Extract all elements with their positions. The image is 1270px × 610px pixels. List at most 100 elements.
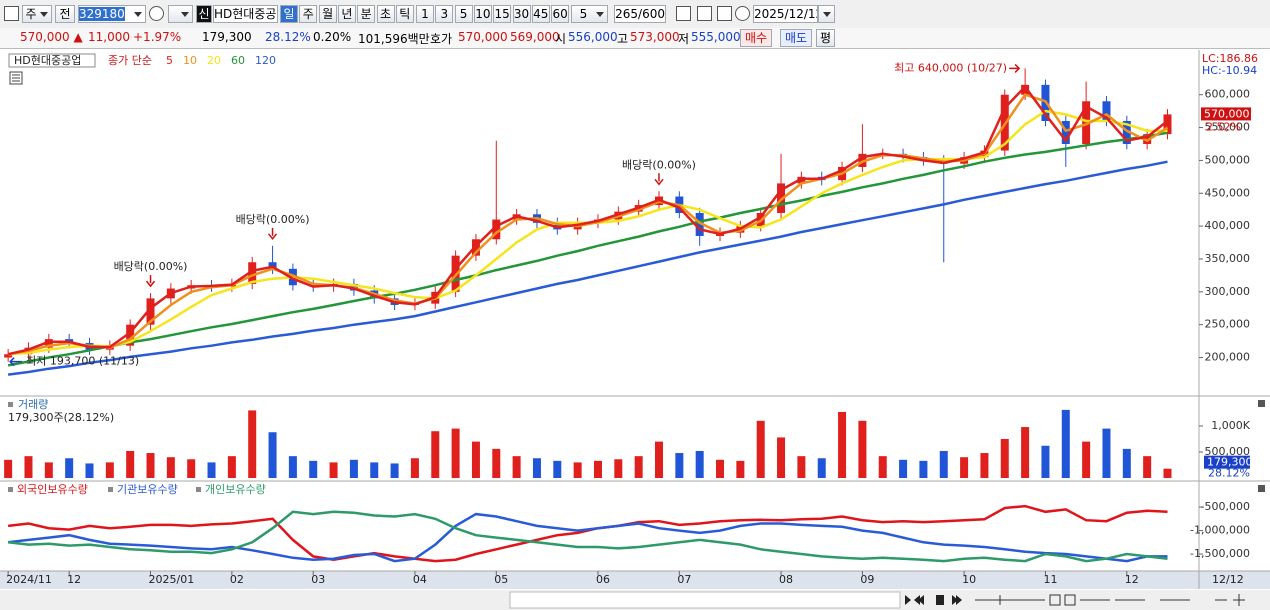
layout-icon[interactable] — [4, 6, 19, 21]
volume-bar — [797, 456, 806, 478]
change-rate: +1.97% — [133, 30, 182, 44]
volume-bar — [390, 463, 399, 478]
minute-button[interactable]: 45 — [531, 5, 550, 23]
minute-button[interactable]: 1 — [416, 5, 434, 23]
date-dropdown[interactable] — [818, 5, 835, 23]
count-input[interactable]: 265/600 — [614, 5, 666, 23]
buy-button[interactable]: 매수 — [740, 29, 772, 47]
period-dropdown[interactable]: 주 — [22, 5, 52, 23]
save-icon[interactable] — [717, 6, 732, 21]
volume-bar — [777, 437, 786, 478]
chart-title: HD현대중공업 — [14, 54, 81, 67]
minute-button[interactable]: 5 — [454, 5, 473, 23]
panel-close[interactable] — [1258, 485, 1265, 492]
minute-button[interactable]: 3 — [435, 5, 454, 23]
legend-title-box — [8, 53, 96, 68]
interval-button[interactable]: 틱 — [395, 5, 414, 23]
market-button[interactable]: 전 — [55, 5, 75, 23]
legend-marker — [196, 487, 201, 492]
sell-button[interactable]: 매도 — [780, 29, 812, 47]
interval-button[interactable]: 일 — [280, 5, 298, 23]
open-label: 시 — [555, 32, 567, 46]
candle-body — [1143, 134, 1152, 144]
high-note: 최고 640,000 (10/27) — [894, 61, 1007, 74]
high: 573,000 — [630, 30, 680, 44]
interval-button[interactable]: 분 — [357, 5, 376, 23]
chart-title: 거래량 — [18, 398, 48, 411]
tool-icon[interactable] — [676, 6, 691, 21]
bid: 569,000 — [510, 30, 560, 44]
zoom-tools[interactable] — [975, 594, 1245, 606]
x-tick-label: 09 — [860, 573, 874, 586]
volume-bar — [1102, 428, 1111, 478]
volume-bar — [593, 460, 602, 478]
volume-bar — [126, 450, 135, 478]
unit-dropdown[interactable]: 5 — [571, 5, 608, 23]
scroll-buttons[interactable] — [905, 595, 962, 605]
x-tick-label: 11 — [1043, 573, 1057, 586]
search-icon[interactable] — [149, 6, 164, 21]
volume-bar — [431, 431, 440, 478]
chart-subtitle: 179,300주(28.12%) — [8, 411, 114, 424]
volume-rate: 28.12% — [265, 30, 311, 44]
volume-bar — [919, 460, 928, 478]
volume-bar — [675, 453, 684, 478]
legend-marker — [8, 487, 13, 492]
price: 570,000 ▲ — [20, 30, 83, 44]
candle-body — [695, 212, 704, 236]
candle-body — [1122, 120, 1131, 144]
volume-bar — [553, 460, 562, 478]
interval-button[interactable]: 주 — [299, 5, 318, 23]
low-note: 최저 193,700 (11/13) — [26, 355, 139, 368]
minute-button[interactable]: 15 — [493, 5, 512, 23]
volume-bar — [187, 459, 196, 478]
annotation: 배당락(0.00%) — [236, 213, 310, 226]
interval-button[interactable]: 월 — [318, 5, 337, 23]
minute-button[interactable]: 60 — [551, 5, 570, 23]
interval-button[interactable]: 초 — [376, 5, 395, 23]
volume-box — [1204, 455, 1250, 469]
volume-bar — [44, 462, 53, 478]
ma-type: 종가 단순 — [108, 54, 152, 67]
ma-line — [7, 93, 1169, 356]
x-tick-label: 10 — [962, 573, 976, 586]
settings-icon[interactable] — [735, 6, 750, 21]
volume-bar — [899, 459, 908, 478]
panel-close[interactable] — [1258, 400, 1265, 407]
price-box-label: 570,000 — [1204, 107, 1250, 120]
x-tick-label: 2025/01 — [149, 573, 195, 586]
x-tick-label: 05 — [494, 573, 508, 586]
candle-body — [146, 298, 155, 325]
interval-button[interactable]: 년 — [337, 5, 356, 23]
minute-button[interactable]: 30 — [512, 5, 531, 23]
volume-bar — [817, 458, 826, 478]
chart-bg — [0, 50, 1270, 590]
legend-entry: 20 — [207, 54, 221, 67]
volume-bar — [451, 428, 460, 478]
avg-button[interactable]: 평 — [816, 29, 835, 47]
code-input[interactable]: 329180 — [78, 5, 146, 23]
volume-bar — [878, 456, 887, 478]
volume-bar — [716, 459, 725, 478]
volume-bar — [838, 411, 847, 478]
tool-icon[interactable] — [697, 6, 712, 21]
high-label: 고 — [617, 32, 629, 46]
y-tick-label: 1,000K — [1211, 419, 1250, 432]
candle-body — [1061, 120, 1070, 144]
amount: 101,596백만 — [358, 32, 430, 46]
x-end-label: 12/12 — [1212, 573, 1244, 586]
toolbar: 주 전 329180 신 HD현대중공 5 265/600 2025/12/12… — [0, 0, 1270, 29]
volume-bar — [980, 453, 989, 478]
low-arrow — [9, 357, 23, 367]
volume-bar — [655, 441, 664, 478]
minute-button[interactable]: 10 — [473, 5, 492, 23]
volume-bar — [960, 457, 969, 478]
volume-bar — [1143, 456, 1152, 478]
y-tick-label: 250,000 — [1205, 318, 1251, 331]
scroll-track[interactable] — [509, 591, 901, 609]
code-text: 329180 — [79, 7, 125, 21]
speaker-button[interactable] — [168, 5, 193, 23]
low-label: 저 — [678, 32, 690, 46]
date-input[interactable]: 2025/12/12 — [753, 5, 818, 23]
